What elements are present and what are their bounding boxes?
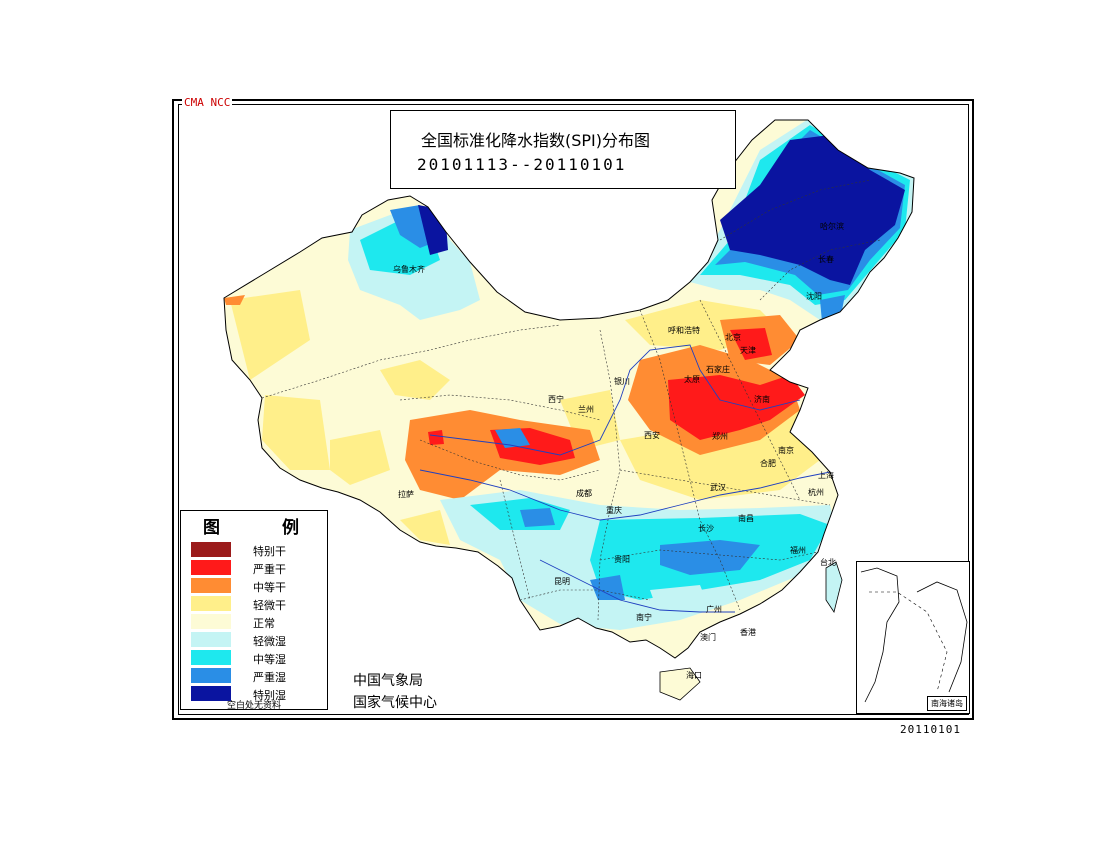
city-chongqing: 重庆: [606, 505, 622, 515]
legend-swatch: [191, 632, 231, 647]
city-yinchuan: 银川: [614, 376, 630, 386]
legend-swatch: [191, 578, 231, 593]
city-beijing: 北京: [725, 332, 741, 342]
legend-swatch: [191, 596, 231, 611]
legend-swatch: [191, 686, 231, 701]
legend-label: 轻微湿: [253, 635, 286, 648]
title-box: 全国标准化降水指数(SPI)分布图 20101113--20110101: [390, 110, 736, 189]
city-xian: 西安: [644, 430, 660, 440]
south-china-sea-inset: 南海诸岛: [856, 561, 970, 714]
city-guiyang: 贵阳: [614, 554, 630, 564]
issue-date: 20110101: [900, 723, 961, 736]
city-macau: 澳门: [700, 632, 716, 642]
city-shenyang: 沈阳: [806, 291, 822, 301]
legend-note: 空白处无资料: [226, 701, 281, 711]
legend-row: 特别湿: [191, 686, 323, 702]
city-nanchang: 南昌: [738, 513, 754, 523]
legend-swatch: [191, 668, 231, 683]
legend-label: 严重干: [253, 563, 286, 576]
inset-label: 南海诸岛: [927, 696, 967, 711]
map-outer-frame: [172, 99, 974, 720]
rivers: [419, 344, 831, 613]
hainan-island: [659, 667, 701, 701]
legend-swatch: [191, 560, 231, 575]
city-lanzhou: 兰州: [578, 404, 594, 414]
map-title: 全国标准化降水指数(SPI)分布图: [421, 131, 651, 150]
city-zhengzhou: 郑州: [712, 431, 728, 441]
taiwan-island: [825, 561, 843, 613]
province-borders: [261, 179, 881, 621]
inset-map: [860, 567, 968, 703]
city-haikou: 海口: [686, 670, 702, 680]
city-jinan: 济南: [754, 394, 770, 404]
legend-row: 正常: [191, 614, 323, 630]
city-taiyuan: 太原: [684, 374, 700, 384]
legend-label: 中等干: [253, 581, 286, 594]
city-changchun: 长春: [818, 254, 834, 264]
legend-swatch: [191, 542, 231, 557]
city-nanning: 南宁: [636, 612, 652, 622]
city-nanjing: 南京: [778, 445, 794, 455]
legend-row: 特别干: [191, 542, 323, 558]
map-inner-frame: [178, 104, 969, 715]
city-xining: 西宁: [548, 394, 564, 404]
legend-label: 严重湿: [253, 671, 286, 684]
city-taibei: 台北: [820, 557, 836, 567]
agency-line-2: 国家气候中心: [353, 695, 437, 711]
legend-swatch: [191, 614, 231, 629]
city-hohhot: 呼和浩特: [668, 325, 700, 335]
legend-row: 轻微干: [191, 596, 323, 612]
city-chengdu: 成都: [576, 488, 592, 498]
city-shijiazhuang: 石家庄: [706, 364, 730, 374]
city-wuhan: 武汉: [710, 482, 726, 492]
legend-label: 特别干: [253, 545, 286, 558]
legend-label: 正常: [253, 617, 275, 630]
agency-line-1: 中国气象局: [353, 673, 423, 689]
legend-row: 轻微湿: [191, 632, 323, 648]
city-urumqi: 乌鲁木齐: [393, 264, 425, 274]
city-hefei: 合肥: [760, 458, 776, 468]
city-lhasa: 拉萨: [398, 489, 414, 499]
city-harbin: 哈尔滨: [820, 221, 844, 231]
legend-title: 图 例: [203, 518, 327, 538]
org-tag: CMA NCC: [182, 96, 233, 109]
legend-row: 中等干: [191, 578, 323, 594]
legend-label: 特别湿: [253, 689, 286, 702]
city-hangzhou: 杭州: [808, 487, 824, 497]
legend: 图 例 特别干严重干中等干轻微干正常轻微湿中等湿严重湿特别湿 空白处无资料: [180, 510, 328, 711]
city-guangzhou: 广州: [706, 604, 722, 614]
legend-row: 严重干: [191, 560, 323, 576]
city-tianjin: 天津: [740, 345, 756, 355]
city-shanghai: 上海: [818, 470, 834, 480]
country-border: [223, 119, 915, 659]
city-hongkong: 香港: [740, 627, 756, 637]
legend-label: 中等湿: [253, 653, 286, 666]
legend-row: 严重湿: [191, 668, 323, 684]
city-fuzhou: 福州: [790, 546, 806, 555]
legend-row: 中等湿: [191, 650, 323, 666]
legend-label: 轻微干: [253, 599, 286, 612]
city-markers: 乌鲁木齐 拉萨 西宁 兰州 银川 呼和浩特 北京 天津 太原 石家庄 济南 西安…: [393, 221, 844, 680]
city-changsha: 长沙: [698, 523, 714, 533]
city-kunming: 昆明: [554, 577, 570, 586]
legend-swatch: [191, 650, 231, 665]
date-range: 20101113--20110101: [417, 155, 627, 174]
